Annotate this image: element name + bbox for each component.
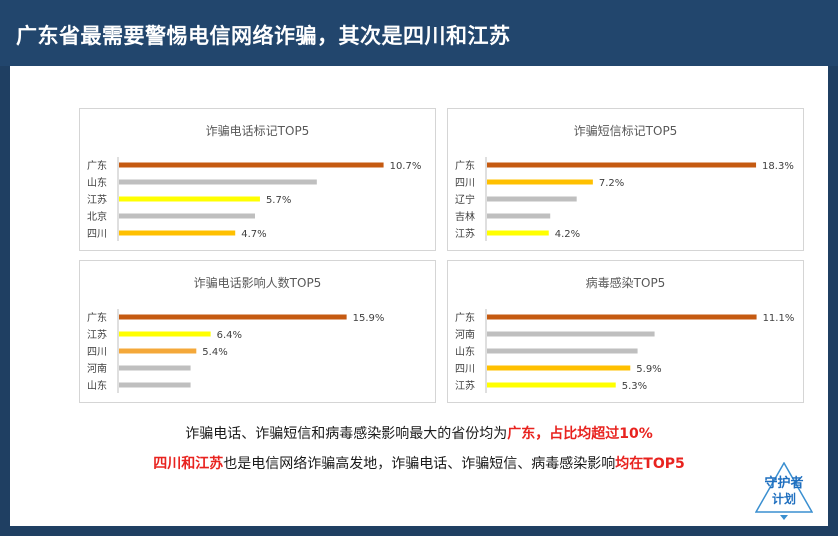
bar — [487, 196, 577, 202]
guardian-plan-logo: 守护者 计划 — [755, 462, 813, 520]
bar — [487, 213, 551, 219]
category-label: 江苏 — [455, 227, 475, 240]
bar — [119, 230, 236, 236]
chart-virus: 病毒感染TOP5 广东 11.1% 河南山东四川 5.9% 江苏 5.3% — [447, 260, 804, 403]
header-bar: 广东省最需要警惕电信网络诈骗，其次是四川和江苏 — [0, 0, 838, 66]
bar — [119, 348, 197, 354]
category-label: 山东 — [87, 379, 107, 392]
bar — [487, 162, 757, 168]
bar — [119, 213, 255, 219]
data-label: 18.3% — [762, 161, 794, 172]
category-label: 江苏 — [87, 328, 107, 341]
chart-phone-affected: 诈骗电话影响人数TOP5 广东 15.9% 江苏 6.4% 四川 5.4% 河南山东 — [79, 260, 436, 403]
category-label: 山东 — [87, 176, 107, 189]
bar — [119, 196, 260, 202]
data-label: 5.9% — [636, 364, 661, 375]
category-label: 广东 — [455, 159, 475, 172]
bar — [119, 382, 191, 388]
caption-line-2: 四川和江苏也是电信网络诈骗高发地，诈骗电话、诈骗短信、病毒感染影响均在TOP5 — [10, 453, 828, 473]
logo-text-2: 计划 — [772, 491, 796, 506]
bar — [487, 382, 616, 388]
category-label: 广东 — [87, 159, 107, 172]
data-label: 5.7% — [266, 195, 291, 206]
chart-title: 诈骗电话影响人数TOP5 — [193, 276, 322, 290]
category-label: 山东 — [455, 345, 475, 358]
bar — [487, 365, 631, 371]
bar — [487, 230, 549, 236]
data-label: 4.7% — [241, 229, 266, 240]
caption-highlight: 均在TOP5 — [615, 456, 685, 472]
category-label: 四川 — [455, 178, 475, 189]
caption-line-1: 诈骗电话、诈骗短信和病毒感染影响最大的省份均为广东，占比均超过10% — [10, 423, 828, 443]
data-label: 5.3% — [622, 381, 647, 392]
caption-highlight: 四川和江苏 — [153, 456, 224, 472]
logo-text-1: 守护者 — [764, 475, 803, 491]
category-label: 江苏 — [455, 379, 475, 392]
category-label: 北京 — [87, 210, 107, 223]
bar — [119, 331, 211, 337]
category-label: 河南 — [455, 328, 475, 341]
caption-highlight: 广东，占比均超过10% — [507, 426, 653, 442]
content-panel: 诈骗电话标记TOP5 广东 10.7% 山东 江苏 5.7% 北京 四川 4.7% 诈骗短信标… — [10, 66, 828, 526]
category-label: 江苏 — [87, 193, 107, 206]
data-label: 7.2% — [599, 178, 624, 189]
category-label: 广东 — [87, 311, 107, 324]
bar — [487, 348, 638, 354]
caption-text: 诈骗电话、诈骗短信和病毒感染影响最大的省份均为 — [185, 426, 508, 442]
category-label: 广东 — [455, 311, 475, 324]
bar — [119, 162, 384, 168]
chart-phone-marks: 诈骗电话标记TOP5 广东 10.7% 山东江苏 5.7% 北京四川 4.7% — [79, 108, 436, 251]
chart-sms-marks: 诈骗短信标记TOP5 广东 18.3% 四川 7.2% 辽宁吉林江苏 4.2% — [447, 108, 804, 251]
data-label: 5.4% — [202, 347, 227, 358]
data-label: 11.1% — [763, 313, 795, 324]
chart-title: 诈骗短信标记TOP5 — [573, 124, 678, 138]
data-label: 10.7% — [390, 161, 422, 172]
category-label: 河南 — [87, 362, 107, 375]
bar — [487, 179, 593, 185]
page-title: 广东省最需要警惕电信网络诈骗，其次是四川和江苏 — [16, 24, 511, 48]
data-label: 4.2% — [555, 229, 580, 240]
bar — [119, 179, 317, 185]
bar — [119, 365, 191, 371]
category-label: 辽宁 — [455, 193, 475, 206]
bar — [487, 314, 757, 320]
data-label: 6.4% — [217, 330, 242, 341]
category-label: 四川 — [87, 347, 107, 358]
category-label: 吉林 — [455, 210, 475, 223]
bar — [487, 331, 655, 337]
category-label: 四川 — [455, 364, 475, 375]
data-label: 15.9% — [353, 313, 385, 324]
bar — [119, 314, 347, 320]
chart-title: 诈骗电话标记TOP5 — [205, 124, 310, 138]
category-label: 四川 — [87, 229, 107, 240]
chart-title: 病毒感染TOP5 — [585, 276, 666, 290]
caption-text: 也是电信网络诈骗高发地，诈骗电话、诈骗短信、病毒感染影响 — [223, 456, 616, 472]
